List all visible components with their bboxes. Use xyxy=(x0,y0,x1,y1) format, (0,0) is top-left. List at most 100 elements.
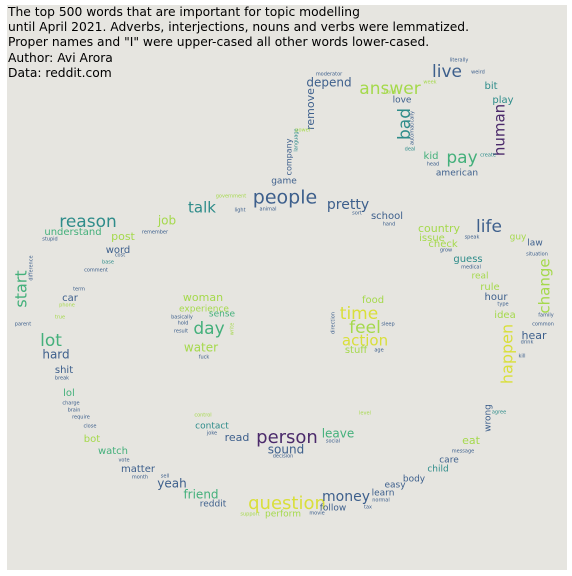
word-brain: brain xyxy=(68,408,81,414)
word-phone: phone xyxy=(59,303,75,309)
word-action: action xyxy=(342,332,388,350)
word-type: type xyxy=(497,302,508,308)
word-understand: understand xyxy=(44,227,101,238)
word-contact: contact xyxy=(195,422,229,432)
word-joke: joke xyxy=(206,431,217,437)
word-reason: reason xyxy=(59,212,117,232)
word-pay: pay xyxy=(446,148,477,168)
word-follow: follow xyxy=(320,504,347,514)
word-stuff: stuff xyxy=(345,345,368,356)
word-care: care xyxy=(439,456,459,466)
word-charge: charge xyxy=(62,401,79,407)
word-body: body xyxy=(403,475,426,485)
word-reddit: reddit xyxy=(200,500,227,510)
word-depend: depend xyxy=(306,76,351,90)
word-happen: happen xyxy=(498,324,517,384)
word-day: day xyxy=(193,319,224,339)
word-weird: weird xyxy=(471,70,485,76)
word-term: term xyxy=(73,287,85,293)
word-level: level xyxy=(359,411,371,417)
word-question: question xyxy=(248,493,326,514)
word-sell: sell xyxy=(161,474,169,480)
word-kill: kill xyxy=(518,354,525,360)
word-moderator: moderator xyxy=(316,72,343,78)
word-leave: leave xyxy=(322,427,355,441)
word-head: head xyxy=(427,162,439,168)
word-kid: kid xyxy=(424,151,439,162)
word-person: person xyxy=(256,427,318,448)
word-break: break xyxy=(55,376,69,382)
word-read: read xyxy=(225,431,250,444)
word-learn: learn xyxy=(372,489,395,499)
word-drink: drink xyxy=(521,340,534,346)
word-hour: hour xyxy=(485,292,509,303)
figure-caption: The top 500 words that are important for… xyxy=(8,5,469,81)
caption-line-1: The top 500 words that are important for… xyxy=(8,5,360,19)
word-message: message xyxy=(452,449,474,455)
word-fuck: fuck xyxy=(199,355,210,361)
word-light: light xyxy=(234,208,245,214)
word-lot: lot xyxy=(40,331,62,351)
word-grow: grow xyxy=(440,248,452,254)
word-shit: shit xyxy=(55,365,73,376)
word-power: power xyxy=(295,128,311,134)
word-law: law xyxy=(527,239,542,249)
word-woman: woman xyxy=(183,291,223,304)
word-talk: talk xyxy=(188,199,216,217)
word-language: language xyxy=(294,128,300,151)
word-base: base xyxy=(102,260,114,266)
word-easy: easy xyxy=(384,481,406,491)
word-matter: matter xyxy=(121,464,156,475)
word-bad: bad xyxy=(395,108,415,140)
word-difference: difference xyxy=(29,255,35,280)
word-food: food xyxy=(362,295,384,306)
caption-line-5: Data: reddit.com xyxy=(8,65,112,80)
word-result: result xyxy=(174,329,188,335)
word-love: love xyxy=(393,96,412,106)
word-tax: tax xyxy=(364,505,372,511)
word-idea: idea xyxy=(494,310,515,321)
word-week: week xyxy=(423,80,436,86)
word-people: people xyxy=(253,187,317,209)
word-write: write xyxy=(230,323,236,336)
word-government: government xyxy=(216,194,247,200)
word-medical: medical xyxy=(461,265,481,271)
word-age: age xyxy=(374,348,383,354)
caption-line-4: Author: Avi Arora xyxy=(8,50,113,65)
word-money: money xyxy=(322,489,370,505)
word-eat: eat xyxy=(462,434,481,447)
word-play: play xyxy=(492,95,513,106)
word-american: american xyxy=(436,169,478,179)
word-basically: basically xyxy=(171,315,193,321)
word-guess: guess xyxy=(453,254,482,265)
word-sleep: sleep xyxy=(381,322,394,328)
word-issue: issue xyxy=(419,233,445,244)
word-sort: sort xyxy=(352,211,362,217)
word-direction: direction xyxy=(331,312,337,334)
word-job: job xyxy=(157,214,176,228)
word-agree: agree xyxy=(492,410,506,416)
word-real: real xyxy=(471,272,488,282)
word-lol: lol xyxy=(63,388,75,399)
word-watch: watch xyxy=(98,446,128,457)
caption-line-2: until April 2021. Adverbs, interjections… xyxy=(8,20,469,35)
word-change: change xyxy=(536,258,554,313)
word-human: human xyxy=(491,104,509,156)
word-post: post xyxy=(111,230,135,243)
word-stupid: stupid xyxy=(42,237,57,243)
word-school: school xyxy=(371,211,403,222)
word-support: support xyxy=(240,512,259,518)
word-build: build xyxy=(384,90,396,96)
word-animal: animal xyxy=(260,207,277,213)
word-remember: remember xyxy=(142,230,169,236)
word-month: month xyxy=(132,475,148,481)
word-feel: feel xyxy=(349,318,381,338)
word-family: family xyxy=(538,313,553,319)
word-answer: answer xyxy=(359,79,420,99)
word-pretty: pretty xyxy=(327,197,369,213)
word-literally: literally xyxy=(450,58,469,64)
word-situation: situation xyxy=(526,252,548,258)
word-country: country xyxy=(418,222,461,235)
word-hold: hold xyxy=(178,321,189,327)
word-rule: rule xyxy=(480,282,499,293)
